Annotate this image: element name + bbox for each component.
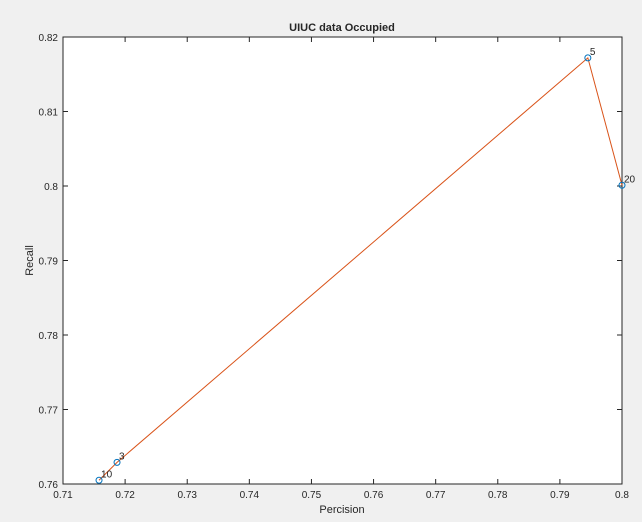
data-point [113, 458, 121, 466]
plot-area [62, 36, 623, 485]
y-tick-label: 0.77 [39, 406, 59, 417]
chart-title: UIUC data Occupied [289, 22, 395, 34]
x-axis-label: Percision [319, 504, 364, 516]
y-tick-label: 0.79 [39, 257, 59, 268]
y-axis: 0.76 0.77 0.78 0.79 0.8 0.81 0.82 [39, 33, 622, 491]
data-point [618, 181, 626, 189]
x-tick-label: 0.72 [115, 490, 135, 501]
series-layer: 10 3 5 20 [95, 47, 636, 484]
y-tick-label: 0.78 [39, 331, 59, 342]
data-label: 5 [590, 47, 596, 58]
data-point [584, 54, 592, 62]
x-tick-label: 0.79 [550, 490, 570, 501]
y-tick-label: 0.8 [44, 182, 58, 193]
x-tick-label: 0.75 [302, 490, 322, 501]
data-label: 20 [624, 174, 636, 185]
data-label: 3 [119, 451, 125, 462]
x-tick-label: 0.78 [488, 490, 508, 501]
data-label: 10 [101, 469, 113, 480]
y-axis-label: Recall [24, 245, 36, 276]
x-tick-label: 0.73 [177, 490, 197, 501]
x-tick-label: 0.76 [364, 490, 384, 501]
series-line [98, 56, 623, 481]
x-tick-label: 0.8 [615, 490, 629, 501]
x-tick-label: 0.71 [53, 490, 73, 501]
y-tick-label: 0.82 [39, 33, 59, 44]
data-point [95, 476, 103, 484]
y-tick-label: 0.81 [39, 108, 59, 119]
x-tick-label: 0.77 [426, 490, 446, 501]
x-tick-label: 0.74 [240, 490, 260, 501]
x-axis: 0.71 0.72 0.73 0.74 0.75 0.76 0.77 0.78 0.79 0.8 [53, 37, 629, 501]
y-tick-label: 0.76 [39, 480, 59, 491]
